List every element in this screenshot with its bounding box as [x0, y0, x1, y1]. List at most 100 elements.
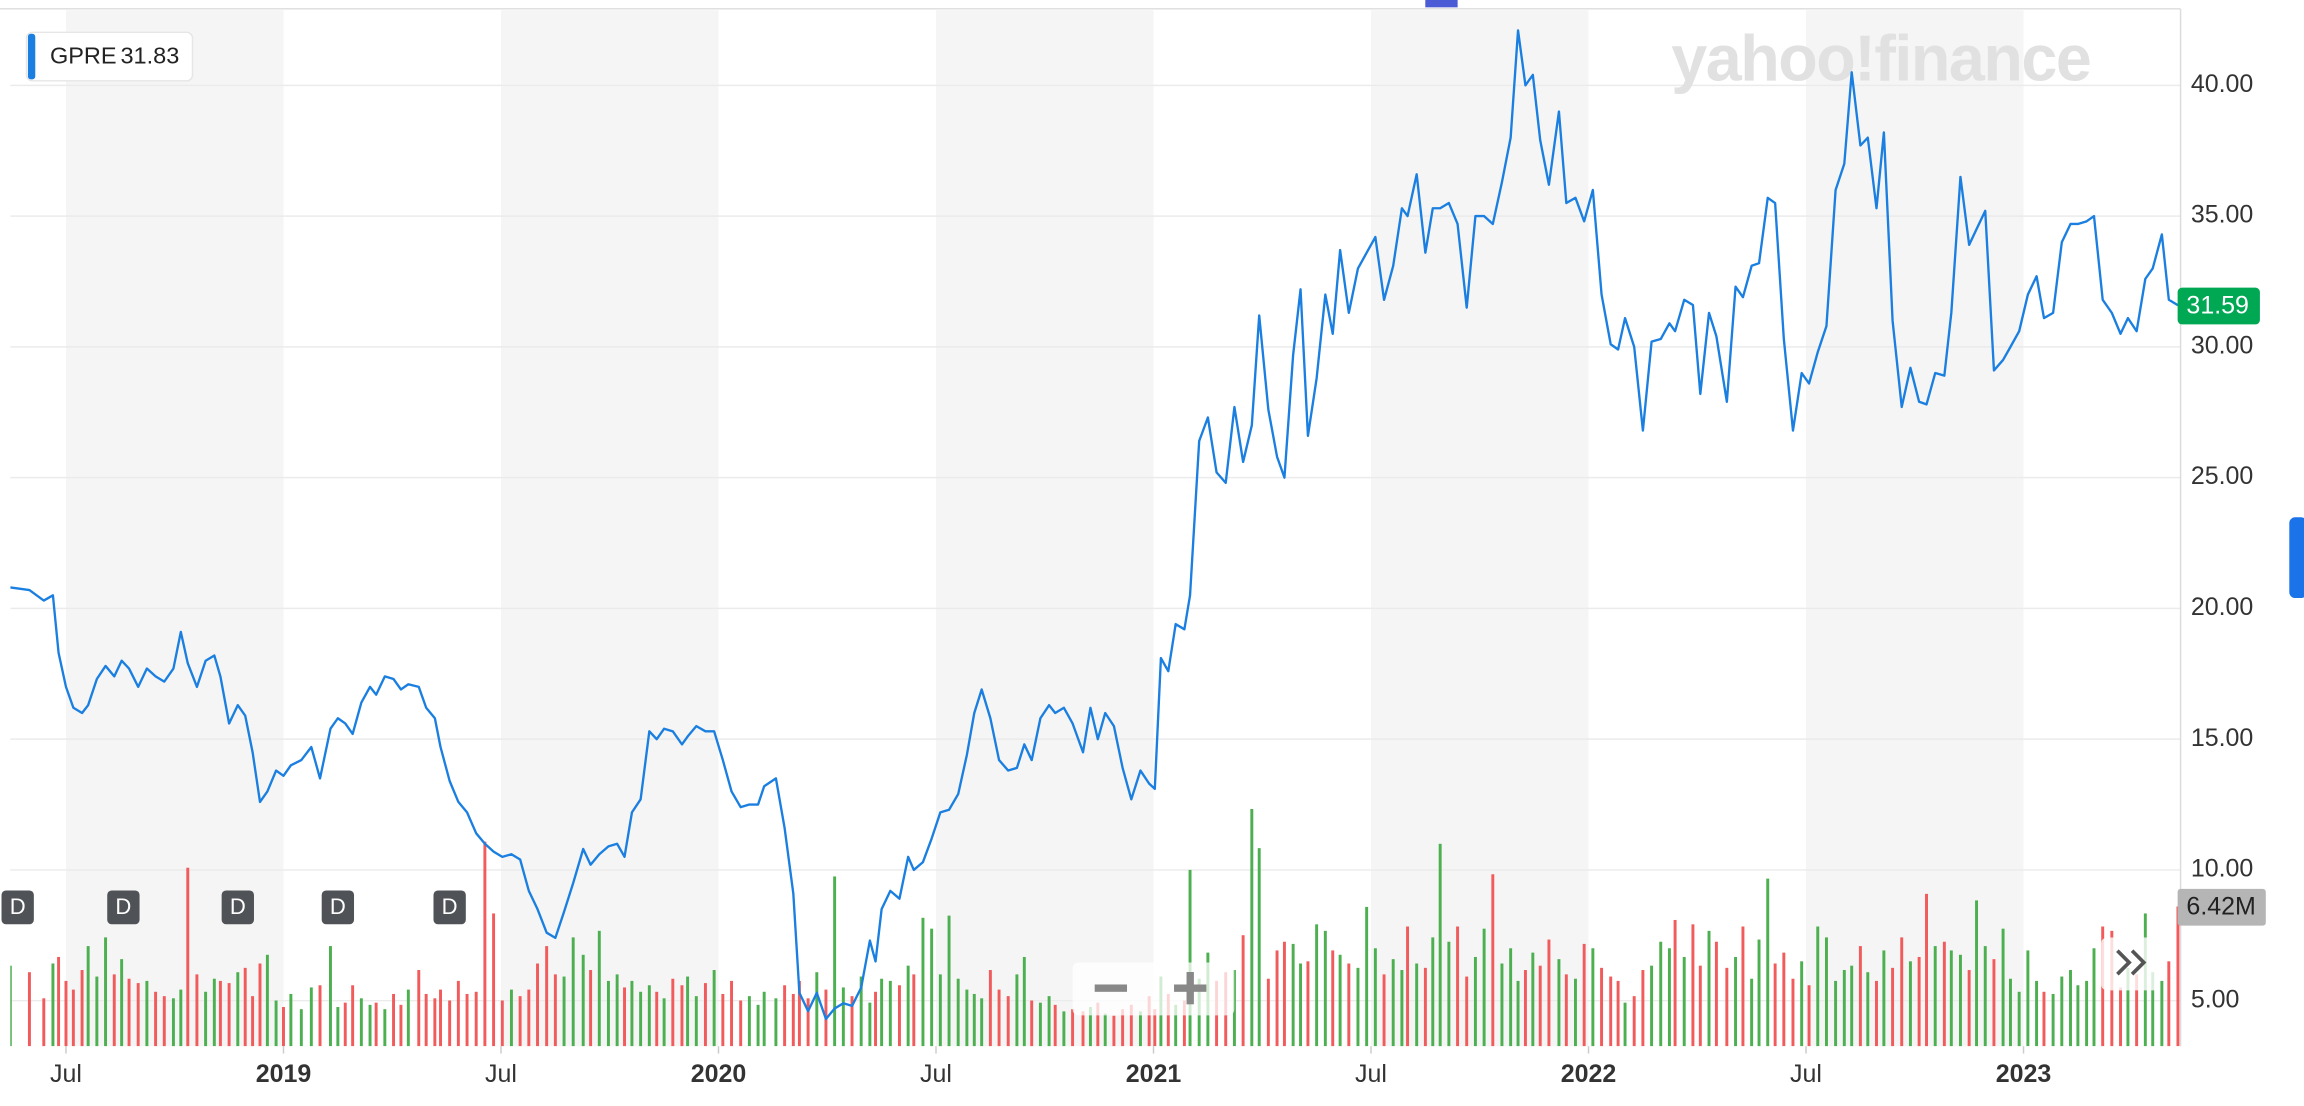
volume-bar — [581, 954, 585, 1047]
y-tick-label: 20.00 — [2191, 593, 2253, 621]
volume-bar — [51, 963, 55, 1047]
volume-bar — [1992, 959, 1996, 1047]
dividend-label: D — [442, 894, 458, 919]
volume-label-box — [2177, 888, 2266, 926]
dividend-label: D — [10, 894, 26, 919]
half-year-band — [65, 10, 284, 1047]
volume-bar — [965, 989, 969, 1047]
y-tick-label: 15.00 — [2191, 724, 2253, 752]
volume-bar — [1983, 946, 1987, 1047]
volume-bar — [1557, 959, 1561, 1047]
volume-bar — [274, 1000, 278, 1047]
volume-bar — [680, 985, 684, 1047]
volume-bar — [703, 983, 707, 1047]
dividend-marker — [107, 890, 140, 925]
volume-bar — [179, 989, 183, 1047]
volume-bar — [571, 937, 575, 1047]
volume-bar — [1632, 996, 1636, 1047]
volume-bar — [127, 978, 131, 1047]
x-tick-label: Jul — [1355, 1060, 1387, 1088]
volume-bar — [1257, 848, 1261, 1047]
volume-bar — [1129, 1004, 1133, 1047]
volume-bar — [336, 1007, 340, 1047]
scroll-forward[interactable] — [2101, 937, 2160, 991]
volume-bar — [1241, 935, 1245, 1047]
volume-bar — [417, 970, 421, 1047]
volume-bar — [1858, 946, 1862, 1047]
top-tab[interactable] — [1425, 0, 1458, 8]
volume-bar — [980, 998, 984, 1047]
volume-bar — [1482, 928, 1486, 1047]
volume-bar — [1975, 900, 1979, 1047]
dividend-marker — [221, 890, 254, 925]
volume-bar — [1447, 941, 1451, 1047]
volume-bar — [1609, 976, 1613, 1047]
volume-bar — [1081, 1011, 1085, 1047]
volume-bar — [1516, 980, 1520, 1047]
x-tick-label: 2021 — [1126, 1060, 1182, 1088]
volume-bar — [120, 959, 124, 1047]
volume-bar — [1714, 941, 1718, 1047]
volume-bar — [212, 978, 216, 1047]
volume-bar — [1291, 943, 1295, 1047]
volume-bar — [739, 1000, 743, 1047]
volume-bar — [1347, 963, 1351, 1047]
volume-bar — [1047, 996, 1051, 1047]
y-tick-label: 25.00 — [2191, 462, 2253, 490]
zoom-in-vertical — [1186, 971, 1194, 1005]
zoom-controls — [1072, 962, 1235, 1016]
volume-bar — [1582, 943, 1586, 1047]
volume-bar — [686, 976, 690, 1047]
volume-bar — [1741, 926, 1745, 1047]
volume-bar — [712, 970, 716, 1047]
volume-bar — [1816, 926, 1820, 1047]
volume-bar — [2092, 948, 2096, 1047]
volume-bar — [2026, 950, 2030, 1047]
volume-bar — [1121, 1009, 1125, 1047]
volume-bar — [112, 974, 116, 1047]
volume-bar — [1275, 950, 1279, 1047]
volume-bar — [1659, 941, 1663, 1047]
volume-bar — [1071, 1009, 1075, 1047]
volume-bar — [1949, 950, 1953, 1047]
volume-bar — [1473, 956, 1477, 1047]
dividend-marker — [433, 890, 466, 925]
volume-bar — [1958, 954, 1962, 1047]
volume-bar — [1908, 961, 1912, 1047]
volume-bar — [343, 1002, 347, 1047]
volume-bar — [1373, 948, 1377, 1047]
volume-bar — [1323, 930, 1327, 1047]
volume-bar — [1438, 843, 1442, 1047]
volume-bar — [655, 991, 659, 1047]
volume-bar — [57, 956, 61, 1047]
volume-bar — [359, 998, 363, 1047]
volume-bar — [1153, 1009, 1157, 1047]
volume-bar — [747, 996, 751, 1047]
volume-bar — [95, 976, 99, 1047]
volume-bar — [1282, 941, 1286, 1047]
volume-bar — [545, 946, 549, 1047]
volume-bar — [630, 980, 634, 1047]
x-tick-label: Jul — [485, 1060, 517, 1088]
volume-bar — [1773, 963, 1777, 1047]
volume-bar — [500, 1000, 504, 1047]
volume-bar — [1667, 948, 1671, 1047]
volume-bar — [433, 998, 437, 1047]
volume-bar — [309, 987, 313, 1047]
zoom-out[interactable] — [1094, 984, 1128, 992]
side-panel-tab[interactable] — [2289, 517, 2304, 599]
volume-bar — [227, 983, 231, 1047]
dividend-marker — [321, 890, 355, 925]
volume-bar — [518, 996, 522, 1047]
chevron — [2116, 949, 2132, 976]
volume-bar — [662, 998, 666, 1047]
volume-bar — [623, 987, 626, 1047]
volume-bar — [351, 985, 355, 1047]
volume-bar — [1038, 1002, 1042, 1047]
volume-bar — [1015, 974, 1019, 1047]
volume-bar — [399, 1004, 403, 1047]
volume-bar — [136, 983, 140, 1047]
volume-bar — [2009, 978, 2012, 1047]
volume-bar — [1232, 970, 1236, 1047]
